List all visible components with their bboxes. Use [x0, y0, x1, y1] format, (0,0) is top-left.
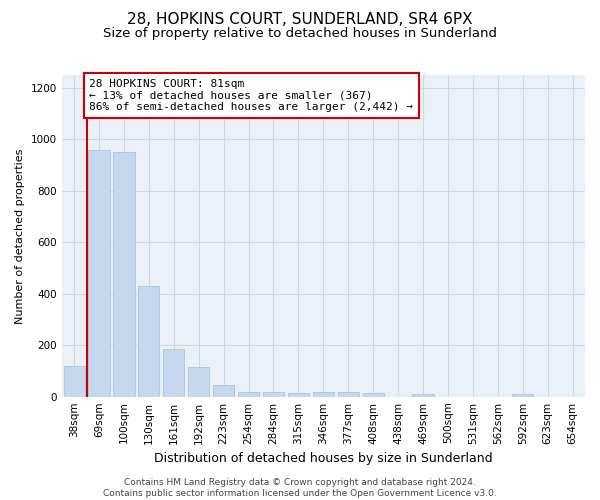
Bar — [64, 366, 85, 396]
Text: Size of property relative to detached houses in Sunderland: Size of property relative to detached ho… — [103, 28, 497, 40]
Bar — [362, 393, 384, 396]
Bar — [313, 392, 334, 396]
Y-axis label: Number of detached properties: Number of detached properties — [15, 148, 25, 324]
Bar — [412, 394, 434, 396]
Text: Contains HM Land Registry data © Crown copyright and database right 2024.
Contai: Contains HM Land Registry data © Crown c… — [103, 478, 497, 498]
Text: 28 HOPKINS COURT: 81sqm
← 13% of detached houses are smaller (367)
86% of semi-d: 28 HOPKINS COURT: 81sqm ← 13% of detache… — [89, 79, 413, 112]
Bar — [113, 152, 134, 396]
Bar — [213, 385, 234, 396]
Bar — [163, 349, 184, 397]
Bar — [512, 394, 533, 396]
Bar — [138, 286, 160, 397]
Bar — [88, 150, 110, 396]
Bar — [238, 392, 259, 396]
Bar — [188, 367, 209, 396]
Bar — [263, 392, 284, 396]
Bar — [338, 392, 359, 396]
X-axis label: Distribution of detached houses by size in Sunderland: Distribution of detached houses by size … — [154, 452, 493, 465]
Text: 28, HOPKINS COURT, SUNDERLAND, SR4 6PX: 28, HOPKINS COURT, SUNDERLAND, SR4 6PX — [127, 12, 473, 28]
Bar — [288, 393, 309, 396]
